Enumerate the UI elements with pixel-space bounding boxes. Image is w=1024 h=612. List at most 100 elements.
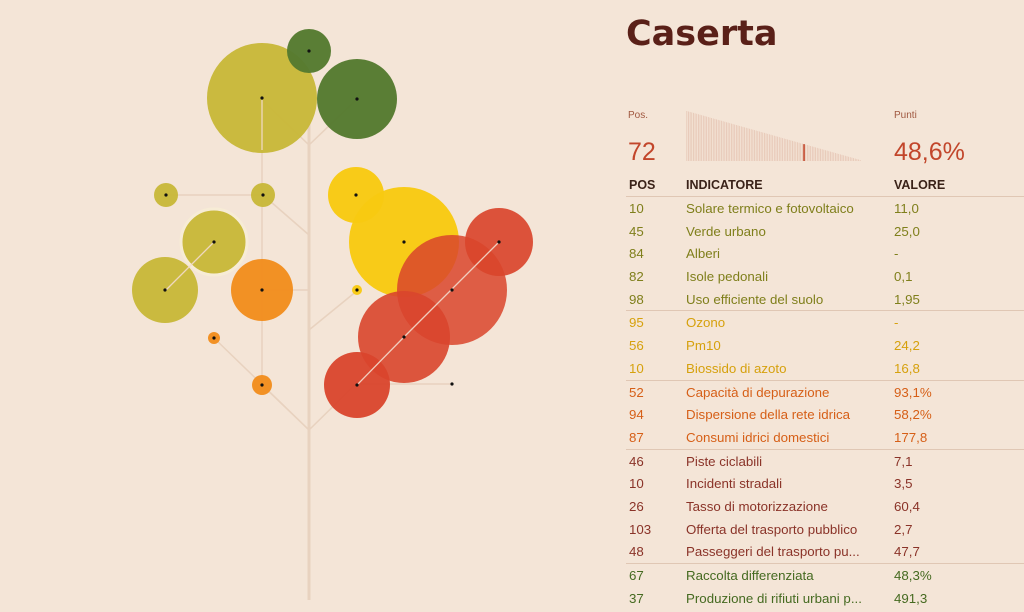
node-dot bbox=[497, 240, 501, 244]
table-row[interactable]: 45 Verde urbano 25,0 bbox=[626, 220, 1024, 243]
table-row[interactable]: 103 Offerta del trasporto pubblico 2,7 bbox=[626, 518, 1024, 541]
position-label: Pos. bbox=[628, 110, 649, 121]
header-indicator: INDICATORE bbox=[686, 178, 763, 192]
tree-branch bbox=[261, 384, 310, 431]
row-value: - bbox=[894, 246, 899, 262]
node-dot bbox=[450, 382, 454, 386]
table-row[interactable]: 52 Capacità di depurazione 93,1% bbox=[626, 381, 1024, 404]
row-pos: 103 bbox=[629, 521, 652, 537]
row-value: 93,1% bbox=[894, 384, 932, 400]
table-row[interactable]: 56 Pm10 24,2 bbox=[626, 334, 1024, 357]
table-row[interactable]: 10 Incidenti stradali 3,5 bbox=[626, 472, 1024, 495]
row-value: 16,8 bbox=[894, 360, 920, 376]
row-value: 2,7 bbox=[894, 521, 913, 537]
row-pos: 10 bbox=[629, 360, 644, 376]
row-value: 491,3 bbox=[894, 590, 928, 606]
node-dot bbox=[164, 193, 168, 197]
row-indicator: Capacità di depurazione bbox=[686, 384, 830, 400]
node-dot bbox=[260, 96, 264, 100]
row-pos: 46 bbox=[629, 453, 644, 469]
node-dot bbox=[261, 193, 265, 197]
row-value: 3,5 bbox=[894, 476, 913, 492]
table-row[interactable]: 82 Isole pedonali 0,1 bbox=[626, 265, 1024, 288]
node-dot bbox=[307, 49, 311, 53]
row-value: - bbox=[894, 315, 899, 331]
table-row[interactable]: 37 Produzione di rifiuti urbani p... 491,3 bbox=[626, 587, 1024, 610]
row-value: 1,95 bbox=[894, 291, 920, 307]
row-indicator: Produzione di rifiuti urbani p... bbox=[686, 590, 862, 606]
table-row[interactable]: 98 Uso efficiente del suolo 1,95 bbox=[626, 288, 1024, 312]
row-value: 48,3% bbox=[894, 568, 932, 583]
row-pos: 95 bbox=[629, 315, 644, 331]
row-pos: 10 bbox=[629, 476, 644, 492]
tree-branch bbox=[356, 336, 405, 386]
table-row[interactable]: 87 Consumi idrici domestici 177,8 bbox=[626, 426, 1024, 450]
table-row[interactable]: 26 Tasso di motorizzazione 60,4 bbox=[626, 495, 1024, 518]
table-row[interactable]: 48 Passeggeri del trasporto pu... 47,7 bbox=[626, 540, 1024, 564]
row-indicator: Verde urbano bbox=[686, 223, 766, 239]
row-indicator: Ozono bbox=[686, 315, 726, 331]
row-value: 58,2% bbox=[894, 407, 932, 423]
node-dot bbox=[260, 288, 264, 292]
row-pos: 94 bbox=[629, 407, 644, 423]
row-value: 60,4 bbox=[894, 498, 920, 514]
node-dot bbox=[163, 288, 167, 292]
row-value: 47,7 bbox=[894, 544, 920, 560]
row-indicator: Biossido di azoto bbox=[686, 360, 787, 376]
table-row[interactable]: 67 Raccolta differenziata 48,3% bbox=[626, 564, 1024, 587]
node-dot bbox=[212, 336, 216, 340]
row-value: 24,2 bbox=[894, 338, 920, 354]
table-row[interactable]: 84 Alberi - bbox=[626, 242, 1024, 265]
node-dot bbox=[212, 240, 216, 244]
node-dot bbox=[355, 97, 359, 101]
row-value: 11,0 bbox=[894, 201, 919, 216]
node-dot bbox=[260, 383, 264, 387]
points-value: 48,6% bbox=[894, 138, 965, 166]
row-indicator: Incidenti stradali bbox=[686, 476, 783, 492]
table-row[interactable]: 10 Biossido di azoto 16,8 bbox=[626, 357, 1024, 381]
row-indicator: Offerta del trasporto pubblico bbox=[686, 521, 858, 537]
city-panel: Caserta Pos. 72 Punti 48,6% POS INDICATO… bbox=[626, 0, 1024, 612]
node-dot bbox=[355, 383, 359, 387]
row-indicator: Tasso di motorizzazione bbox=[686, 498, 828, 514]
row-value: 25,0 bbox=[894, 223, 920, 239]
node-dot bbox=[402, 240, 406, 244]
row-indicator: Pm10 bbox=[686, 338, 721, 354]
row-indicator: Dispersione della rete idrica bbox=[686, 407, 851, 423]
indicator-table: 10 Solare termico e fotovoltaico 11,0 45 Ve… bbox=[626, 197, 1024, 609]
tree-branch bbox=[308, 289, 359, 331]
row-indicator: Uso efficiente del suolo bbox=[686, 291, 824, 307]
node-dot bbox=[402, 335, 406, 339]
row-pos: 45 bbox=[629, 223, 644, 239]
row-pos: 82 bbox=[629, 269, 644, 285]
header-pos: POS bbox=[629, 178, 656, 192]
ranking-sparkline bbox=[686, 111, 861, 161]
table-row[interactable]: 10 Solare termico e fotovoltaico 11,0 bbox=[626, 197, 1024, 220]
position-value: 72 bbox=[628, 138, 656, 166]
row-value: 0,1 bbox=[894, 269, 913, 285]
row-pos: 52 bbox=[629, 384, 644, 400]
row-value: 7,1 bbox=[894, 453, 913, 469]
table-header: POS INDICATORE VALORE bbox=[626, 176, 1024, 197]
row-pos: 67 bbox=[629, 568, 644, 583]
indicator-tree-chart bbox=[132, 29, 533, 600]
table-row[interactable]: 95 Ozono - bbox=[626, 311, 1024, 334]
node-dot bbox=[355, 288, 359, 292]
row-pos: 84 bbox=[629, 246, 644, 262]
row-indicator: Passeggeri del trasporto pu... bbox=[686, 544, 860, 560]
tree-branch bbox=[165, 241, 215, 291]
row-indicator: Alberi bbox=[686, 246, 720, 262]
row-pos: 37 bbox=[629, 590, 644, 606]
points-label: Punti bbox=[894, 110, 917, 121]
row-indicator: Isole pedonali bbox=[686, 269, 769, 285]
city-title: Caserta bbox=[626, 14, 778, 54]
row-pos: 56 bbox=[629, 338, 644, 354]
row-pos: 98 bbox=[629, 291, 644, 307]
table-row[interactable]: 46 Piste ciclabili 7,1 bbox=[626, 450, 1024, 473]
header-value: VALORE bbox=[894, 178, 946, 192]
node-dot bbox=[354, 193, 358, 197]
row-indicator: Consumi idrici domestici bbox=[686, 429, 830, 445]
row-pos: 48 bbox=[629, 544, 644, 560]
table-row[interactable]: 94 Dispersione della rete idrica 58,2% bbox=[626, 403, 1024, 426]
row-pos: 10 bbox=[629, 201, 644, 216]
